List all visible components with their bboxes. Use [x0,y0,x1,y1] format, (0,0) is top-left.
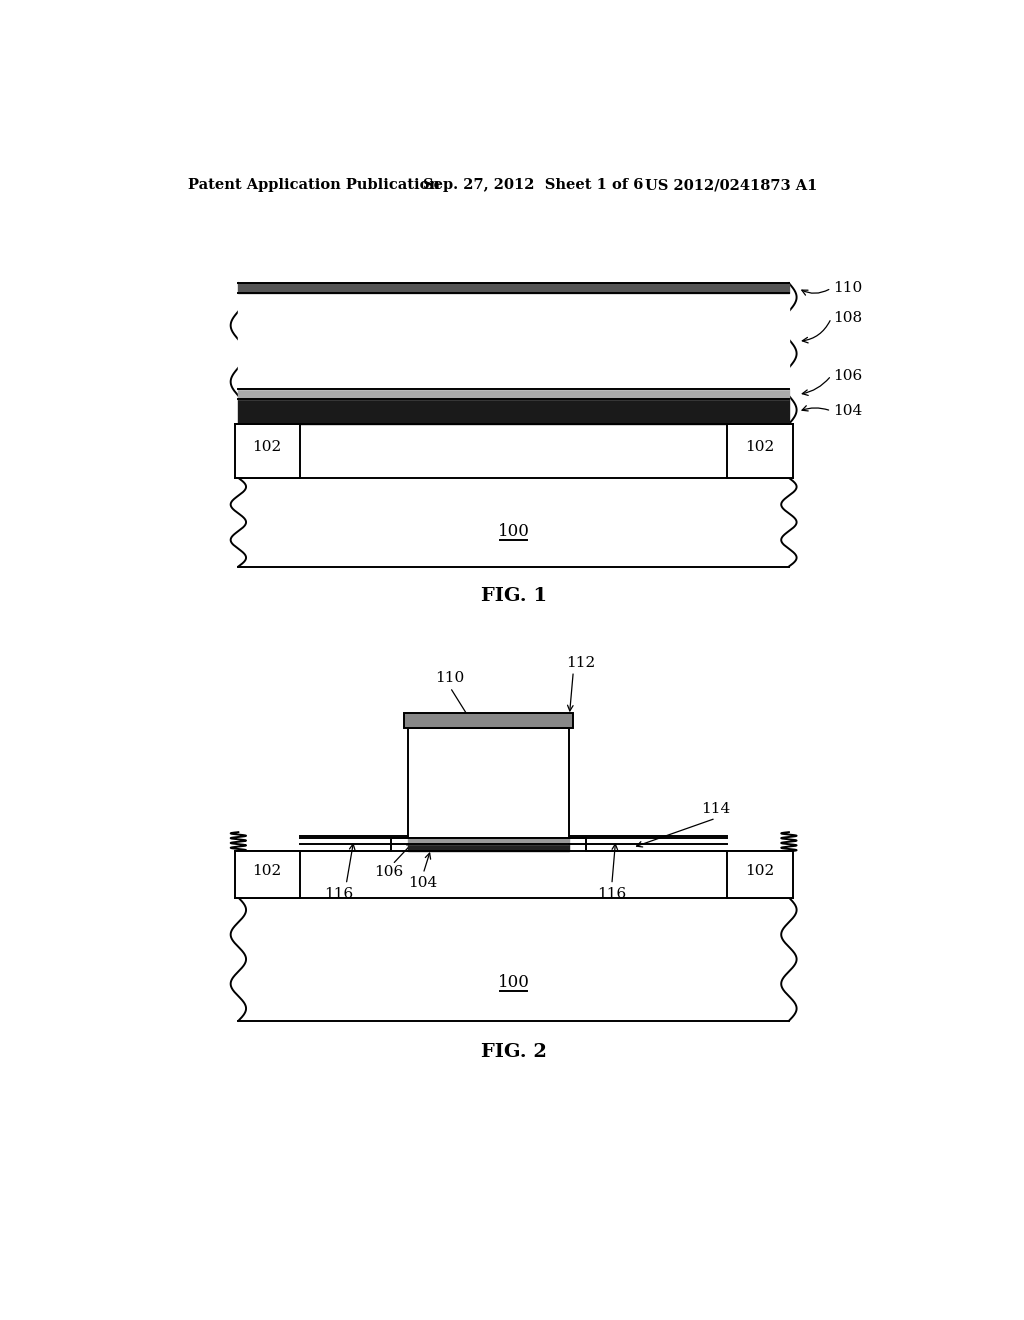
Polygon shape [727,851,793,898]
Text: 108: 108 [474,772,503,785]
Text: 106: 106 [834,368,863,383]
Text: 100: 100 [498,523,529,540]
Text: Patent Application Publication: Patent Application Publication [188,178,440,193]
Text: 102: 102 [253,865,282,878]
Polygon shape [408,729,569,838]
Text: 100: 100 [498,974,529,991]
Text: 108: 108 [834,312,862,325]
Text: US 2012/0241873 A1: US 2012/0241873 A1 [645,178,817,193]
Text: 112: 112 [566,656,596,669]
Text: FIG. 2: FIG. 2 [480,1043,547,1060]
Text: 102: 102 [745,865,775,878]
Text: 116: 116 [324,887,353,900]
Text: 110: 110 [435,671,465,685]
Text: Sep. 27, 2012  Sheet 1 of 6: Sep. 27, 2012 Sheet 1 of 6 [423,178,643,193]
Text: FIG. 1: FIG. 1 [480,587,547,605]
Text: 106: 106 [374,865,403,879]
Text: 114: 114 [701,803,730,816]
Text: 102: 102 [253,440,282,454]
Text: 104: 104 [409,876,438,890]
Polygon shape [234,424,300,478]
Polygon shape [727,424,793,478]
Text: 102: 102 [745,440,775,454]
Text: 104: 104 [834,404,863,418]
Text: 116: 116 [597,887,627,900]
Polygon shape [403,713,573,729]
Text: 110: 110 [834,281,863,296]
Polygon shape [234,851,300,898]
